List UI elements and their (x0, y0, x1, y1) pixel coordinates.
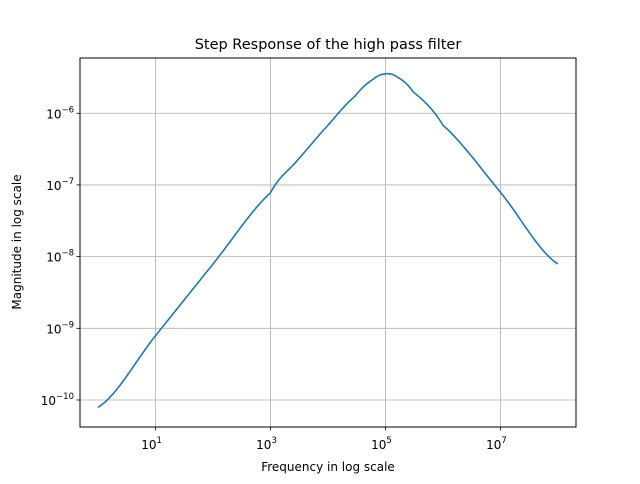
y-tick-base: 10 (46, 251, 61, 265)
series-line (97, 72, 559, 409)
x-tick-exponent: 5 (386, 436, 391, 446)
x-tick-label: 105 (371, 436, 392, 452)
y-tick-label: 10−9 (46, 320, 74, 336)
x-tick-base: 10 (256, 438, 271, 452)
y-tick-label: 10−10 (41, 392, 74, 408)
y-tick-label: 10−8 (46, 249, 74, 265)
y-tick-exponent: −8 (61, 249, 74, 259)
chart-title: Step Response of the high pass filter (195, 37, 462, 53)
y-tick-label: 10−6 (46, 105, 74, 121)
y-tick-exponent: −9 (61, 320, 74, 330)
y-tick-base: 10 (46, 179, 61, 193)
plot-frame (79, 57, 577, 428)
y-tick-exponent: −10 (56, 392, 74, 402)
series-layer (97, 72, 559, 409)
y-tick-exponent: −6 (61, 105, 74, 115)
y-tick-label: 10−7 (46, 177, 74, 193)
x-tick-base: 10 (141, 438, 156, 452)
x-tick-exponent: 7 (501, 436, 506, 446)
x-tick-exponent: 3 (271, 436, 276, 446)
y-axis-label: Magnitude in log scale (10, 174, 24, 309)
x-tick-label: 107 (486, 436, 507, 452)
y-tick-base: 10 (46, 322, 61, 336)
x-tick-label: 101 (141, 436, 162, 452)
x-tick-label: 103 (256, 436, 277, 452)
x-tick-base: 10 (371, 438, 386, 452)
grid (80, 58, 576, 427)
y-tick-base: 10 (46, 107, 61, 121)
y-tick-base: 10 (41, 394, 56, 408)
y-tick-exponent: −7 (61, 177, 74, 187)
x-tick-base: 10 (486, 438, 501, 452)
x-tick-exponent: 1 (157, 436, 162, 446)
x-axis-label: Frequency in log scale (261, 460, 395, 474)
